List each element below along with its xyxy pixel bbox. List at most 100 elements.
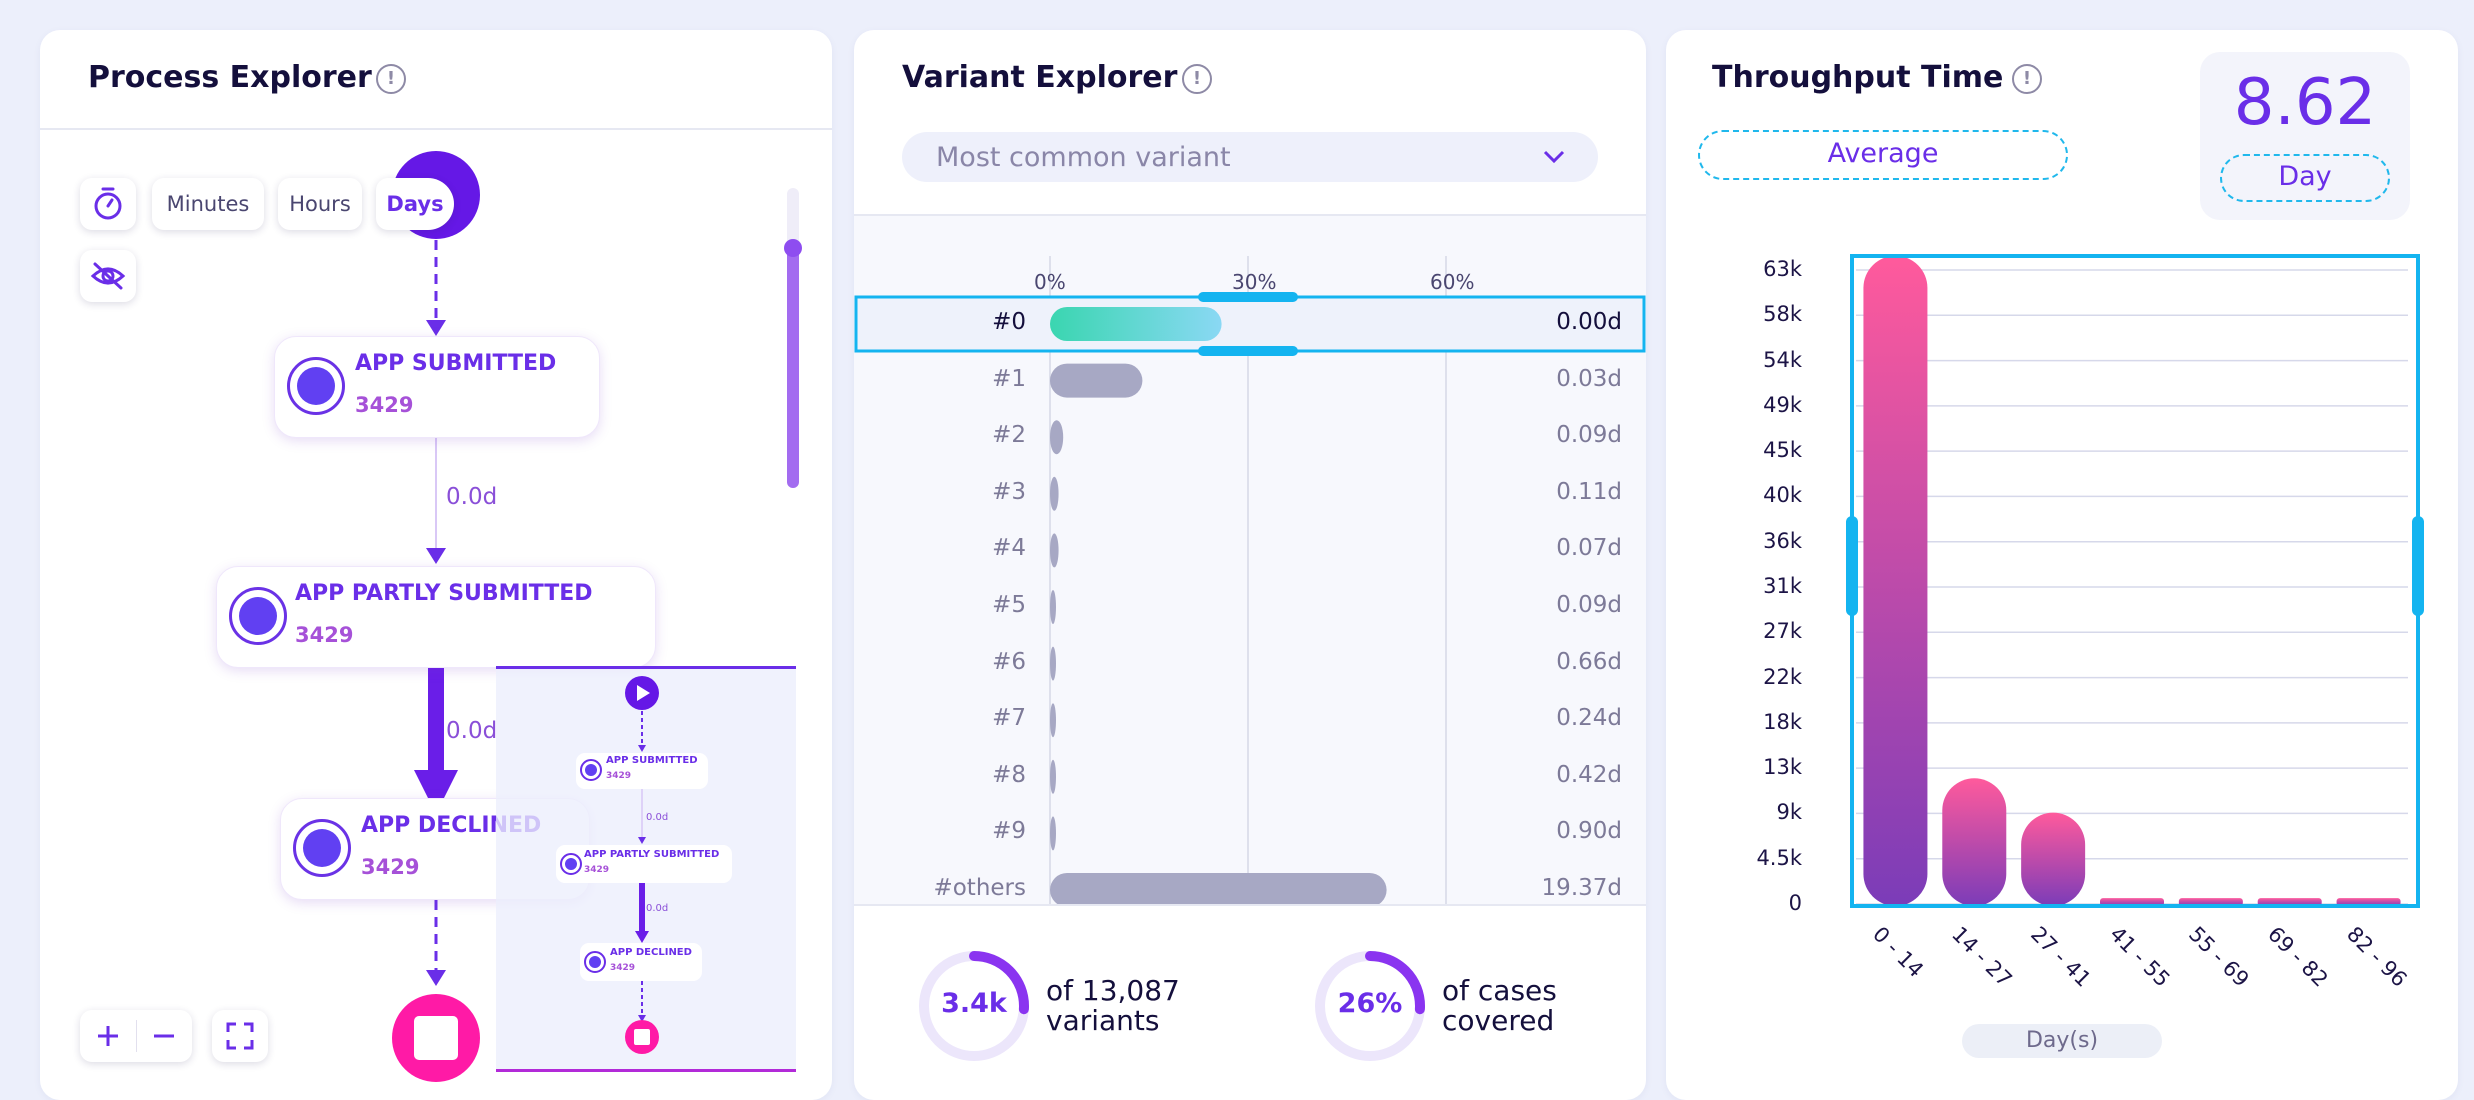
node-count: 3429 (295, 623, 354, 647)
variant-bar[interactable] (1050, 363, 1143, 398)
timer-icon[interactable] (80, 178, 136, 230)
variant-bar-chart (854, 256, 1646, 904)
axis-tick-label: 60% (1430, 270, 1475, 294)
x-axis-title: Day(s) (1962, 1024, 2162, 1058)
variant-duration: 0.42d (1556, 761, 1622, 788)
chevron-down-icon (1543, 150, 1565, 164)
variant-label[interactable]: #others (933, 875, 1026, 901)
variant-label[interactable]: #0 (992, 309, 1026, 335)
selection-handle-left[interactable] (1846, 516, 1858, 616)
zoom-controls (80, 1010, 192, 1062)
node-label: APP PARTLY SUBMITTED (295, 581, 593, 606)
variant-label[interactable]: #6 (992, 648, 1026, 675)
variant-bar[interactable] (1050, 420, 1064, 455)
unit-minutes-button[interactable]: Minutes (152, 178, 264, 230)
variant-duration: 0.09d (1556, 422, 1622, 449)
throughput-title: Throughput Time (1712, 60, 2004, 95)
node-count: 3429 (361, 855, 420, 879)
variant-bar[interactable] (1050, 646, 1056, 681)
selection-frame[interactable] (1850, 254, 2420, 908)
y-tick-label: 22k (1763, 664, 1802, 689)
minimap[interactable]: APP SUBMITTED 3429 0.0d APP PARTLY SUBMI… (496, 666, 796, 1072)
zoom-slider-track[interactable] (784, 188, 802, 488)
variants-count: 3.4k (941, 988, 1007, 1019)
eye-off-icon[interactable] (80, 250, 136, 302)
process-explorer-panel: Process Explorer ! Minutes Hours Days (40, 30, 832, 1100)
variant-duration: 0.90d (1556, 818, 1622, 845)
variant-bar[interactable] (1050, 476, 1059, 511)
throughput-chart (1846, 254, 2424, 908)
variant-dropdown-value: Most common variant (936, 142, 1231, 173)
minimap-node: APP PARTLY SUBMITTED 3429 (556, 845, 732, 883)
variant-label[interactable]: #4 (992, 535, 1026, 562)
histogram-bar[interactable] (1942, 778, 2007, 906)
y-tick-label: 40k (1763, 483, 1802, 508)
axis-tick-label: 30% (1232, 270, 1277, 294)
activity-icon (229, 587, 287, 645)
cases-caption: of cases covered (1442, 974, 1557, 1037)
node-app-partly-submitted[interactable]: APP PARTLY SUBMITTED 3429 (216, 566, 656, 668)
variant-bar[interactable] (1050, 307, 1222, 341)
variant-bar[interactable] (1050, 816, 1056, 851)
variant-bar[interactable] (1050, 759, 1056, 794)
variants-caption: of 13,087 variants (1046, 974, 1180, 1037)
variant-explorer-title: Variant Explorer (902, 60, 1178, 95)
variant-bar[interactable] (1050, 590, 1056, 624)
y-tick-label: 0 (1788, 891, 1802, 915)
variant-duration: 0.00d (1556, 309, 1622, 335)
variant-dropdown[interactable]: Most common variant (902, 132, 1598, 182)
range-handle[interactable] (1198, 346, 1298, 356)
y-tick-label: 9k (1776, 800, 1802, 825)
range-handle[interactable] (1198, 292, 1298, 302)
minimap-node: APP DECLINED 3429 (580, 943, 702, 981)
y-tick-label: 45k (1763, 438, 1802, 463)
variant-label[interactable]: #9 (992, 818, 1026, 845)
edge-duration-label: 0.0d (446, 484, 498, 510)
aggregate-button[interactable]: Average (1698, 130, 2068, 180)
throughput-panel: Throughput Time ! Average 8.62 Day 0 4.5k… (1666, 30, 2458, 1100)
minimap-edge-label: 0.0d (646, 903, 669, 914)
variant-bar[interactable] (1050, 703, 1056, 738)
zoom-slider-handle[interactable] (784, 239, 802, 257)
zoom-in-icon[interactable] (80, 1010, 136, 1062)
variant-bar[interactable] (1050, 533, 1059, 568)
variant-bar[interactable] (1050, 873, 1387, 904)
selection-handle-right[interactable] (2412, 516, 2424, 616)
fit-view-icon[interactable] (212, 1010, 268, 1062)
edge-2 (428, 666, 444, 786)
variant-duration: 0.24d (1556, 705, 1622, 732)
variant-label[interactable]: #1 (992, 365, 1026, 392)
zoom-slider-fill (787, 248, 799, 488)
unit-hours-button[interactable]: Hours (278, 178, 362, 230)
variant-label[interactable]: #2 (992, 422, 1026, 449)
minimap-node: APP SUBMITTED 3429 (576, 753, 708, 789)
zoom-out-icon[interactable] (136, 1010, 192, 1062)
variant-label[interactable]: #7 (992, 705, 1026, 732)
y-tick-label: 27k (1763, 619, 1802, 644)
node-app-submitted[interactable]: APP SUBMITTED 3429 (274, 336, 600, 438)
info-icon[interactable]: ! (376, 64, 406, 94)
edge-duration-label: 0.0d (446, 718, 498, 744)
variant-duration: 0.66d (1556, 648, 1622, 675)
unit-days-button[interactable]: Days (376, 178, 454, 230)
variant-explorer-panel: Variant Explorer ! Most common variant 0… (854, 30, 1646, 1100)
variant-label[interactable]: #8 (992, 761, 1026, 788)
cases-percent: 26% (1337, 988, 1403, 1019)
kpi-card: 8.62 Day (2200, 52, 2410, 220)
y-tick-label: 18k (1763, 709, 1802, 734)
histogram-bar[interactable] (1863, 255, 1928, 906)
stop-icon (414, 1016, 458, 1060)
info-icon[interactable]: ! (2012, 64, 2042, 94)
unit-button[interactable]: Day (2220, 154, 2390, 202)
y-tick-label: 36k (1763, 528, 1802, 553)
variant-duration: 0.03d (1556, 365, 1622, 392)
variant-label[interactable]: #3 (992, 478, 1026, 505)
y-tick-label: 31k (1763, 574, 1802, 598)
variant-label[interactable]: #5 (992, 592, 1026, 618)
arrow-head (426, 548, 446, 564)
histogram-bar[interactable] (2021, 812, 2086, 906)
variant-duration: 0.11d (1556, 478, 1622, 505)
play-icon (637, 685, 650, 701)
info-icon[interactable]: ! (1182, 64, 1212, 94)
process-explorer-title: Process Explorer (88, 60, 372, 95)
